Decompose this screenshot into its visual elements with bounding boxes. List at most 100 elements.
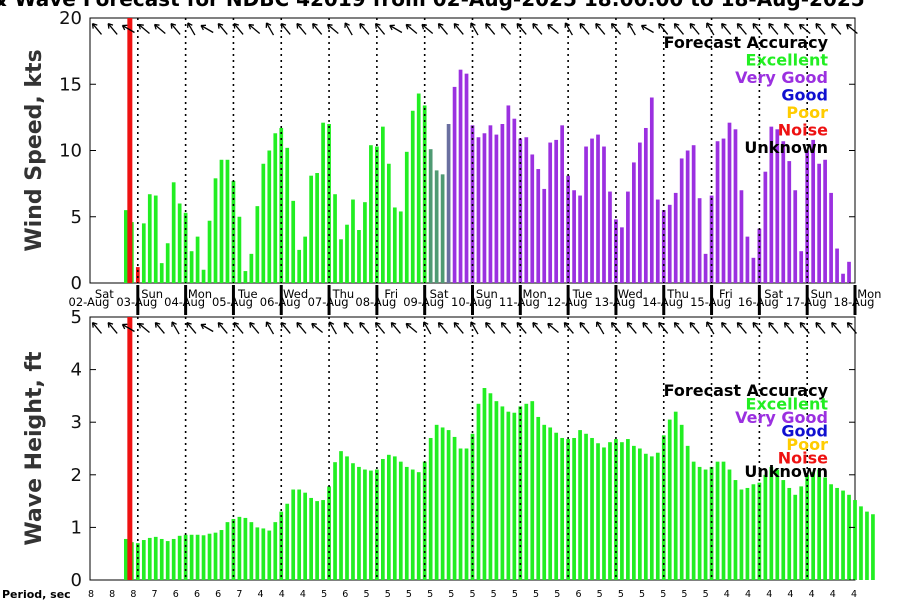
arrow-shaft bbox=[453, 23, 464, 35]
arrow-head bbox=[312, 22, 318, 29]
bar bbox=[398, 461, 403, 580]
direction-arrow bbox=[640, 24, 654, 34]
period-value: 4 bbox=[766, 589, 772, 600]
bar bbox=[237, 216, 242, 283]
arrow-shaft bbox=[595, 23, 606, 35]
bar bbox=[315, 173, 319, 283]
arrow-head bbox=[170, 22, 177, 29]
arrow-shaft bbox=[389, 24, 403, 34]
bar bbox=[339, 239, 343, 283]
bar bbox=[602, 146, 606, 283]
bar bbox=[865, 511, 869, 580]
bar bbox=[823, 159, 827, 283]
bar bbox=[590, 138, 594, 283]
day-boundary-marker bbox=[423, 285, 427, 315]
direction-arrow bbox=[296, 321, 307, 334]
direction-arrow bbox=[516, 321, 527, 334]
bar bbox=[213, 532, 218, 580]
period-value: 4 bbox=[279, 589, 285, 600]
arrow-head bbox=[265, 22, 272, 28]
arrow-head bbox=[798, 23, 805, 30]
bar bbox=[153, 536, 158, 580]
arrow-head bbox=[673, 22, 680, 29]
bar bbox=[835, 487, 839, 580]
arrow-head bbox=[389, 24, 395, 31]
arrow-shaft bbox=[547, 323, 559, 333]
arrow-head bbox=[610, 321, 617, 328]
arrow-shaft bbox=[359, 322, 370, 334]
bar bbox=[512, 118, 517, 283]
legend-item: Poor bbox=[786, 103, 828, 122]
arrow-head bbox=[171, 321, 177, 327]
arrow-head bbox=[532, 321, 538, 328]
direction-arrow bbox=[595, 321, 605, 335]
bar bbox=[434, 424, 439, 580]
arrow-head bbox=[154, 321, 161, 328]
arrow-shaft bbox=[627, 22, 636, 36]
bar bbox=[841, 490, 845, 580]
bar bbox=[285, 503, 290, 580]
arrow-shaft bbox=[296, 23, 307, 35]
arrow-head bbox=[500, 321, 507, 328]
bar bbox=[243, 271, 248, 283]
date-label: 05-Aug bbox=[212, 295, 253, 309]
arrow-head bbox=[91, 321, 98, 328]
direction-arrow bbox=[595, 22, 606, 35]
bar bbox=[135, 543, 140, 580]
bar bbox=[267, 150, 272, 283]
arrow-shaft bbox=[736, 23, 747, 35]
y-tick-label: 5 bbox=[71, 307, 82, 328]
arrow-head bbox=[640, 24, 647, 31]
bar bbox=[124, 538, 128, 580]
bar bbox=[793, 494, 798, 580]
period-value: 6 bbox=[215, 589, 221, 600]
period-value: 6 bbox=[575, 589, 581, 600]
arrow-head bbox=[186, 321, 192, 328]
bar bbox=[620, 227, 624, 283]
bar bbox=[171, 538, 176, 580]
arrow-head bbox=[721, 321, 727, 328]
period-value: 4 bbox=[724, 589, 730, 600]
period-value: 6 bbox=[194, 589, 200, 600]
legend-heading: Forecast Accuracy bbox=[664, 33, 829, 52]
bar bbox=[267, 530, 272, 580]
period-value: 4 bbox=[258, 589, 264, 600]
arrow-shaft bbox=[328, 321, 337, 335]
bar bbox=[739, 190, 744, 283]
arrow-shaft bbox=[532, 23, 543, 35]
period-value: 5 bbox=[491, 589, 497, 600]
arrow-shaft bbox=[626, 322, 637, 334]
bar bbox=[793, 190, 798, 283]
bar bbox=[703, 469, 708, 580]
arrow-shaft bbox=[831, 322, 842, 334]
direction-arrow bbox=[470, 321, 479, 335]
arrow-head bbox=[846, 321, 853, 328]
arrow-shaft bbox=[248, 24, 261, 34]
arrow-head bbox=[343, 321, 350, 328]
bar bbox=[548, 142, 553, 283]
direction-arrow bbox=[532, 22, 543, 35]
bar bbox=[799, 486, 804, 580]
arrow-shaft bbox=[171, 321, 180, 335]
arrow-head bbox=[280, 321, 287, 328]
direction-arrow bbox=[768, 22, 779, 35]
direction-arrow bbox=[217, 321, 228, 334]
bar bbox=[697, 466, 702, 580]
bar bbox=[422, 461, 427, 580]
arrow-shaft bbox=[768, 322, 779, 334]
direction-arrow bbox=[689, 321, 700, 334]
arrow-head bbox=[547, 322, 553, 329]
bar bbox=[410, 469, 415, 580]
bar bbox=[673, 192, 678, 283]
arrow-head bbox=[706, 22, 712, 28]
bar bbox=[811, 139, 816, 283]
bar bbox=[219, 530, 224, 580]
bar bbox=[536, 416, 541, 580]
direction-arrow bbox=[248, 23, 261, 34]
bar bbox=[333, 462, 337, 580]
bar bbox=[643, 453, 648, 580]
y-tick-label: 15 bbox=[59, 74, 82, 95]
direction-arrow bbox=[658, 321, 669, 334]
bar bbox=[339, 451, 343, 580]
arrow-shaft bbox=[706, 321, 715, 335]
